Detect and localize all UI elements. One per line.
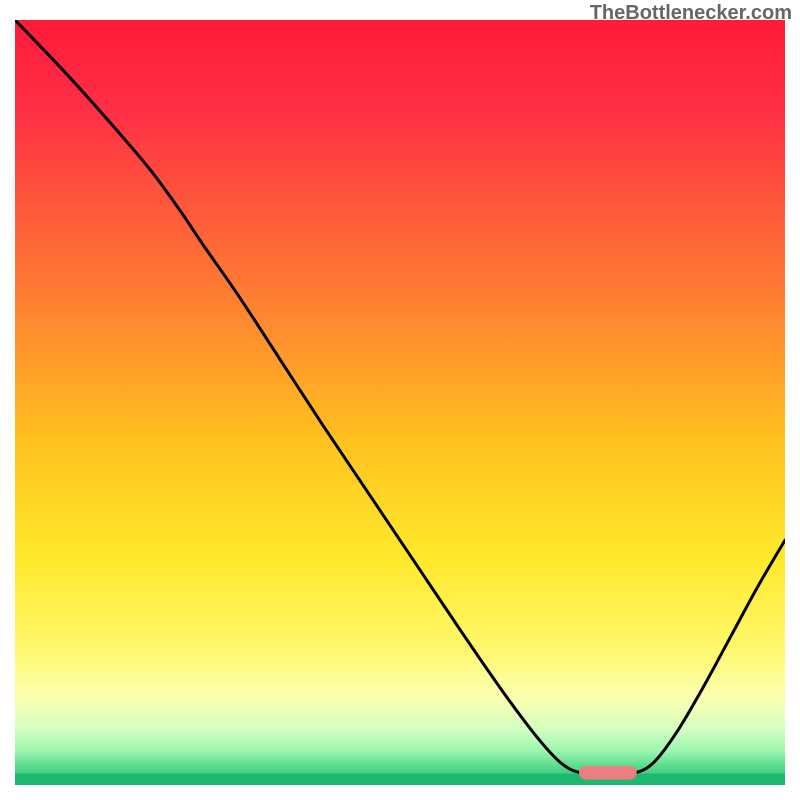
min-marker — [579, 766, 637, 780]
bottom-stripe — [15, 774, 785, 785]
chart-svg — [15, 20, 785, 785]
gradient-background — [15, 20, 785, 785]
plot-area — [15, 20, 785, 785]
chart-canvas: TheBottlenecker.com — [0, 0, 800, 800]
